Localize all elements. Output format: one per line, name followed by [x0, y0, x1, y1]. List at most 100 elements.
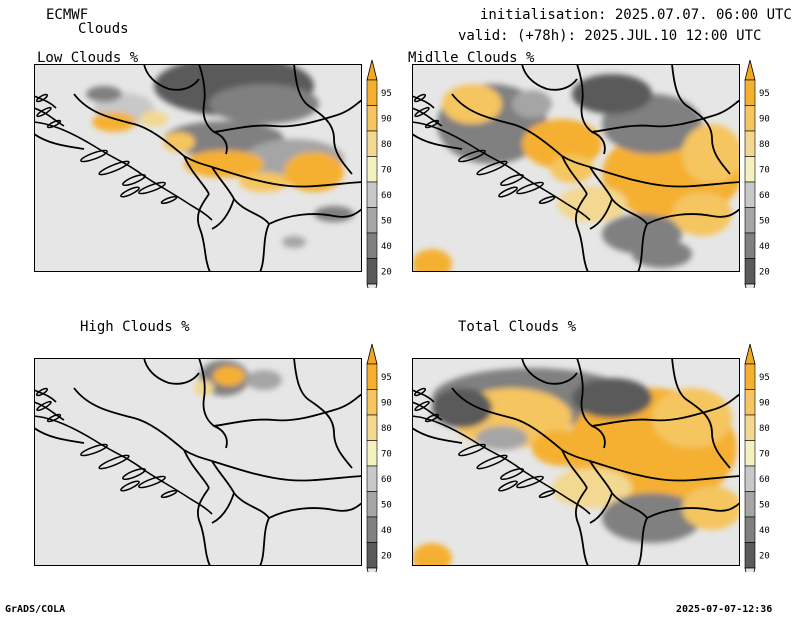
cloud-area — [209, 84, 319, 124]
colorbar-label: 70 — [381, 449, 392, 459]
colorbar-label: 40 — [381, 242, 392, 252]
cloud-area — [86, 86, 122, 102]
cloud-area — [572, 378, 652, 418]
colorbar-label: 40 — [759, 242, 770, 252]
colorbar-segment — [745, 182, 755, 208]
colorbar-segment — [745, 80, 755, 106]
colorbar-segment — [745, 233, 755, 259]
footer-software: GrADS/COLA — [5, 604, 65, 615]
colorbar-label: 70 — [759, 165, 770, 175]
colorbar-segment — [367, 364, 377, 390]
colorbar-segment — [367, 543, 377, 569]
colorbar-label: 20 — [759, 551, 770, 561]
colorbar-label: 50 — [381, 500, 392, 510]
map-middle-clouds — [412, 64, 740, 272]
map-high-clouds — [34, 358, 362, 566]
footer-timestamp: 2025-07-07-12:36 — [676, 604, 772, 615]
colorbar-over-arrow — [367, 344, 377, 364]
map-low-clouds — [34, 64, 362, 272]
colorbar-segment — [367, 157, 377, 183]
colorbar-segment — [745, 517, 755, 543]
cloud-area — [246, 370, 282, 390]
colorbar-label: 80 — [759, 140, 770, 150]
colorbar-segment — [367, 233, 377, 259]
colorbar-segment — [367, 466, 377, 492]
colorbar-over-arrow — [745, 344, 755, 364]
cloud-area — [512, 90, 552, 118]
colorbar-label: 95 — [759, 373, 770, 383]
colorbar-label: 80 — [381, 424, 392, 434]
product-name: Clouds — [78, 21, 129, 37]
colorbar-label: 90 — [759, 398, 770, 408]
colorbar-label: 80 — [759, 424, 770, 434]
colorbar-segment — [367, 492, 377, 518]
colorbar-under-arrow — [745, 568, 755, 572]
colorbar-under-arrow — [367, 568, 377, 572]
init-time: initialisation: 2025.07.07. 06:00 UTC — [480, 7, 792, 23]
cloud-area — [442, 84, 502, 124]
colorbar-label: 20 — [381, 267, 392, 277]
colorbar-under-arrow — [367, 284, 377, 288]
cloud-area — [432, 388, 492, 428]
colorbar-label: 60 — [759, 191, 770, 201]
colorbar-total: 95 90 80 70 60 50 40 20 — [742, 342, 782, 572]
colorbar-label: 60 — [381, 475, 392, 485]
panel-title-total: Total Clouds % — [458, 319, 576, 335]
colorbar-high: 95 90 80 70 60 50 40 20 — [364, 342, 404, 572]
cloud-area — [572, 74, 652, 114]
colorbar-segment — [745, 441, 755, 467]
colorbar-segment — [367, 80, 377, 106]
colorbar-segment — [745, 492, 755, 518]
colorbar-segment — [745, 208, 755, 234]
colorbar-segment — [745, 543, 755, 569]
colorbar-label: 50 — [381, 216, 392, 226]
map-total-clouds — [412, 358, 740, 566]
cloud-area — [213, 366, 245, 386]
colorbar-segment — [745, 131, 755, 157]
colorbar-low: 95 90 80 70 60 50 40 20 — [364, 58, 404, 288]
colorbar-label: 40 — [759, 526, 770, 536]
colorbar-segment — [367, 259, 377, 285]
colorbar-segment — [745, 364, 755, 390]
colorbar-segment — [367, 131, 377, 157]
colorbar-segment — [745, 106, 755, 132]
colorbar-label: 90 — [381, 114, 392, 124]
colorbar-label: 50 — [759, 500, 770, 510]
colorbar-label: 90 — [759, 114, 770, 124]
colorbar-segment — [367, 390, 377, 416]
colorbar-segment — [367, 182, 377, 208]
colorbar-label: 20 — [381, 551, 392, 561]
colorbar-label: 70 — [759, 449, 770, 459]
colorbar-segment — [367, 208, 377, 234]
colorbar-over-arrow — [745, 60, 755, 80]
colorbar-label: 90 — [381, 398, 392, 408]
colorbar-segment — [745, 466, 755, 492]
colorbar-label: 70 — [381, 165, 392, 175]
colorbar-label: 40 — [381, 526, 392, 536]
colorbar-segment — [745, 259, 755, 285]
colorbar-label: 80 — [381, 140, 392, 150]
colorbar-segment — [745, 390, 755, 416]
colorbar-label: 20 — [759, 267, 770, 277]
colorbar-label: 95 — [381, 89, 392, 99]
cloud-area — [140, 111, 168, 127]
cloud-area — [652, 388, 732, 448]
colorbar-middle: 95 90 80 70 60 50 40 20 — [742, 58, 782, 288]
colorbar-label: 95 — [759, 89, 770, 99]
colorbar-label: 95 — [381, 373, 392, 383]
colorbar-label: 60 — [759, 475, 770, 485]
cloud-area — [282, 236, 306, 248]
valid-time: valid: (+78h): 2025.JUL.10 12:00 UTC — [458, 28, 761, 44]
panel-title-high: High Clouds % — [80, 319, 190, 335]
colorbar-segment — [367, 415, 377, 441]
colorbar-segment — [745, 415, 755, 441]
colorbar-segment — [745, 157, 755, 183]
cloud-area — [550, 155, 594, 183]
colorbar-label: 50 — [759, 216, 770, 226]
colorbar-label: 60 — [381, 191, 392, 201]
colorbar-under-arrow — [745, 284, 755, 288]
cloud-area — [532, 430, 592, 466]
colorbar-over-arrow — [367, 60, 377, 80]
colorbar-segment — [367, 517, 377, 543]
colorbar-segment — [367, 106, 377, 132]
